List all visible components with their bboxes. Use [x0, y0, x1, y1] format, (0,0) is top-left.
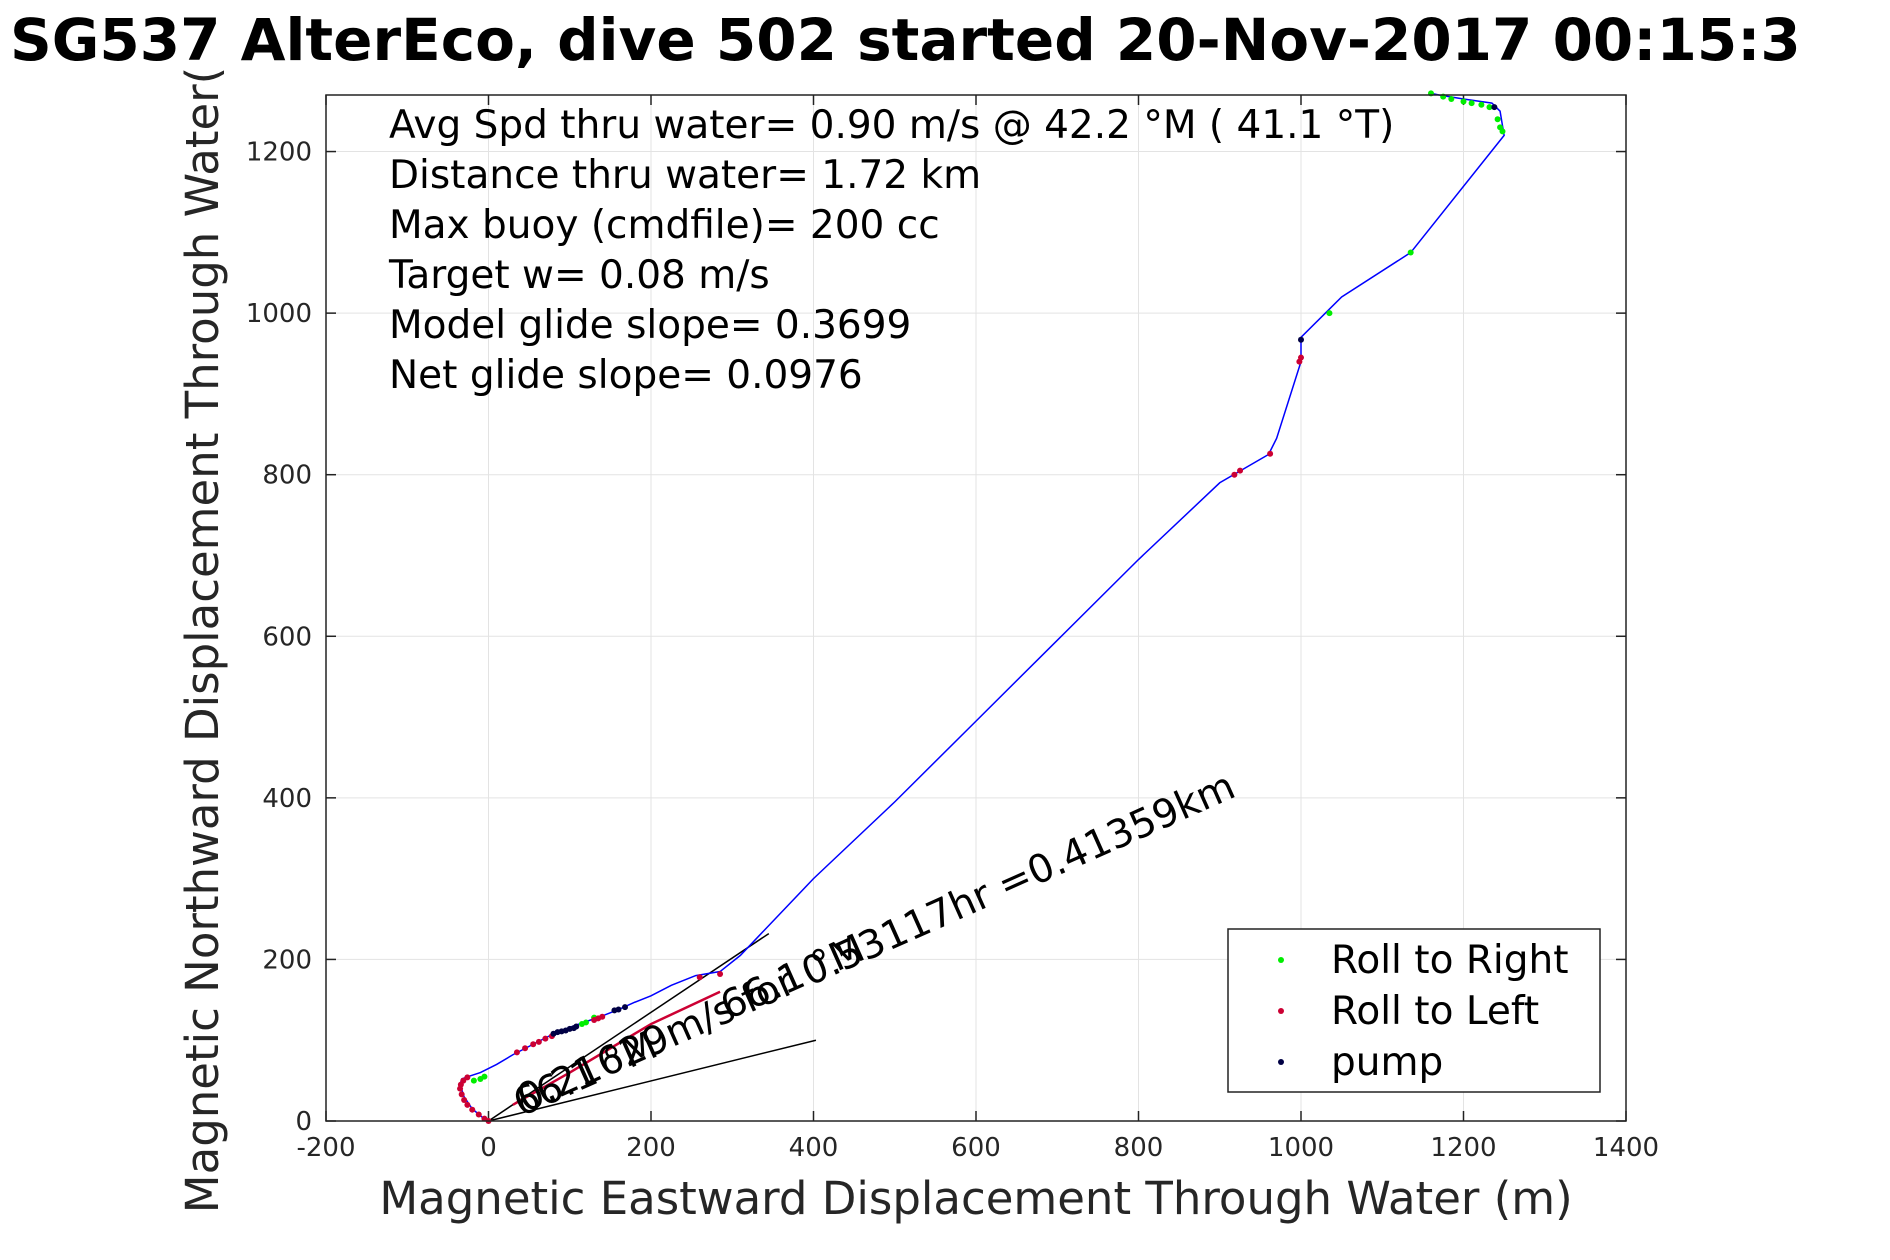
y-tick-label: 800 — [262, 461, 312, 491]
legend-box — [1227, 928, 1601, 1093]
series-point-roll-to-left — [461, 1096, 468, 1103]
legend-label-pump: pump — [1331, 1040, 1443, 1085]
series-point-pump — [622, 1004, 628, 1011]
info-box: Avg Spd thru water= 0.90 m/s @ 42.2 °M (… — [388, 103, 1394, 398]
series-point-roll-to-left — [599, 1013, 606, 1020]
series-point-roll-to-right — [1486, 104, 1493, 111]
series-point-roll-to-left — [475, 1111, 482, 1118]
x-tick-label: 400 — [789, 1133, 839, 1163]
legend-label-roll-left: Roll to Left — [1331, 989, 1539, 1034]
info-line-net-glide: Net glide slope= 0.0976 — [389, 353, 863, 398]
x-tick-label: 0 — [480, 1133, 497, 1163]
legend-marker-pump — [1278, 1059, 1284, 1065]
series-point-roll-to-left — [481, 1115, 488, 1122]
series-point-roll-to-left — [1267, 450, 1274, 457]
x-tick-label: 200 — [626, 1133, 676, 1163]
series-point-roll-to-right — [477, 1075, 484, 1082]
reference-line-heading — [488, 1039, 817, 1122]
series-point-roll-to-left — [464, 1074, 471, 1081]
series-point-roll-to-left — [513, 1049, 520, 1056]
y-tick-label: 1200 — [246, 138, 312, 168]
chart-title: SG537 AlterEco, dive 502 started 20-Nov-… — [10, 6, 1801, 74]
x-tick-label: 600 — [951, 1133, 1001, 1163]
plot-frame — [325, 94, 1627, 1122]
y-tick-label: 200 — [262, 945, 312, 975]
series-point-roll-to-right — [1460, 98, 1467, 105]
info-line-speed: Avg Spd thru water= 0.90 m/s @ 42.2 °M (… — [389, 103, 1394, 148]
x-axis-label: Magnetic Eastward Displacement Through W… — [379, 1172, 1572, 1225]
series-point-roll-to-left — [530, 1041, 537, 1048]
legend: Roll to Right Roll to Left pump — [1227, 928, 1601, 1093]
series-point-roll-to-right — [1326, 310, 1333, 317]
series-point-roll-to-right — [1407, 249, 1414, 256]
y-tick-label: 600 — [262, 622, 312, 652]
series-point-roll-to-right — [1468, 100, 1475, 107]
x-tick-label: 800 — [1114, 1133, 1164, 1163]
y-tick-label: 400 — [262, 784, 312, 814]
x-tick-label: -200 — [296, 1133, 355, 1163]
info-line-max-buoy: Max buoy (cmdfile)= 200 cc — [389, 203, 940, 248]
series-point-roll-to-left — [535, 1038, 542, 1045]
y-axis-label: Magnetic Northward Displacement Through … — [176, 67, 229, 1213]
y-tick-label: 0 — [295, 1107, 312, 1137]
series-point-roll-to-left — [542, 1035, 549, 1042]
series-point-roll-to-left — [717, 970, 724, 977]
x-tick-label: 1200 — [1430, 1133, 1496, 1163]
series-point-roll-to-left — [1298, 354, 1304, 361]
info-line-distance: Distance thru water= 1.72 km — [389, 153, 981, 198]
series-point-pump — [1298, 336, 1304, 343]
x-tick-label: 1000 — [1268, 1133, 1334, 1163]
data-series — [457, 90, 1506, 1124]
axis-ticks: -200 0 200 400 600 800 1000 1200 140002004006008… — [246, 95, 1659, 1163]
series-line-track — [459, 92, 1505, 1122]
series-point-roll-to-left — [458, 1091, 465, 1098]
series-point-roll-to-left — [460, 1077, 467, 1084]
legend-label-roll-right: Roll to Right — [1331, 938, 1569, 983]
series-point-roll-to-left — [1231, 471, 1238, 478]
series-point-roll-to-left — [1237, 467, 1244, 474]
x-tick-label: 1400 — [1593, 1133, 1659, 1163]
series-point-roll-to-right — [470, 1077, 477, 1084]
series-point-pump — [1491, 104, 1498, 111]
legend-marker-roll-left — [1278, 1008, 1284, 1014]
legend-marker-roll-right — [1278, 957, 1284, 963]
reference-line-current — [488, 932, 770, 1122]
series-point-roll-to-right — [1478, 101, 1485, 108]
series-point-roll-to-right — [1494, 116, 1501, 123]
info-line-target-w: Target w= 0.08 m/s — [388, 253, 770, 298]
series-point-roll-to-left — [469, 1106, 476, 1113]
series-point-pump — [573, 1023, 580, 1030]
y-tick-label: 1000 — [246, 299, 312, 329]
series-point-roll-to-left — [522, 1045, 529, 1052]
info-line-model-glide: Model glide slope= 0.3699 — [389, 303, 911, 348]
series-point-roll-to-right — [1448, 96, 1455, 103]
series-point-roll-to-left — [464, 1101, 471, 1108]
series-trail-roll-to-left — [512, 990, 721, 1106]
series-point-roll-to-right — [1499, 128, 1506, 135]
series-point-roll-to-left — [696, 974, 703, 981]
series-point-pump — [615, 1006, 622, 1013]
reference-lines — [488, 932, 817, 1122]
series-point-roll-to-right — [583, 1019, 589, 1026]
